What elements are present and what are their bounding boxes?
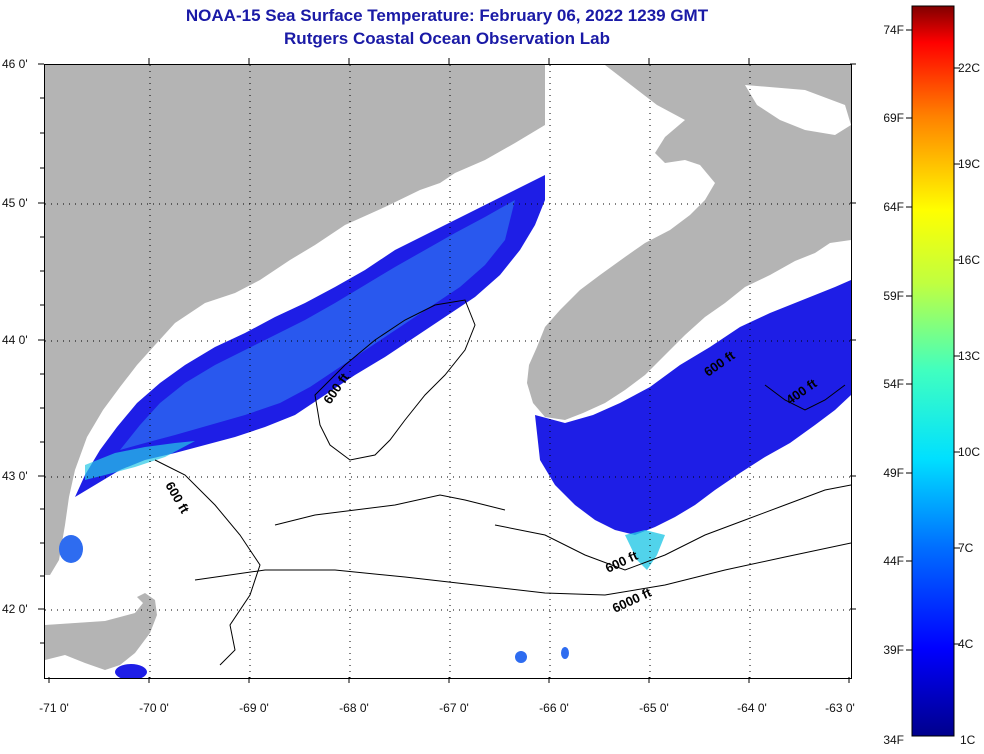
map-canvas: 600 ft 600 ft 600 ft 600 ft 400 ft 6000 … [45, 65, 851, 678]
map-subtitle: Rutgers Coastal Ocean Observation Lab [284, 29, 610, 48]
f-label-34: 34F [883, 733, 904, 747]
f-label-39: 39F [883, 643, 904, 657]
c-label-16: 16C [958, 253, 980, 267]
isobath-600ft-west [154, 459, 261, 666]
sst-scotian-warm [625, 530, 665, 570]
lat-label-44: 44 0' [2, 333, 28, 347]
colorbar-f-labels: 74F 69F 64F 59F 54F 49F 44F 39F 34F [883, 23, 904, 747]
sst-map: 600 ft 600 ft 600 ft 600 ft 400 ft 6000 … [44, 64, 852, 679]
bay-of-fundy [505, 125, 655, 315]
lon-label-70: -70 0' [139, 701, 169, 715]
c-label-19: 19C [958, 157, 980, 171]
isobath-600ft-east [494, 484, 851, 571]
land-maine-coast [45, 65, 545, 575]
c-label-1: 1C [960, 733, 976, 747]
c-label-4: 4C [958, 637, 974, 651]
f-label-59: 59F [883, 289, 904, 303]
map-title: NOAA-15 Sea Surface Temperature: Februar… [185, 6, 709, 25]
f-label-49: 49F [883, 466, 904, 480]
lon-label-67: -67 0' [439, 701, 469, 715]
lat-label-42: 42 0' [2, 602, 28, 616]
colorbar-c-labels: 22C 19C 16C 13C 10C 7C 4C 1C [958, 61, 980, 747]
axis-ticks [38, 58, 856, 683]
f-label-64: 64F [883, 200, 904, 214]
f-label-44: 44F [883, 554, 904, 568]
colorbar-scale [911, 5, 955, 737]
lon-label-66: -66 0' [539, 701, 569, 715]
lat-labels: 46 0' 45 0' 44 0' 43 0' 42 0' [2, 57, 28, 616]
isobath-600ft-georges [274, 494, 506, 526]
land-cape-cod [45, 593, 157, 670]
lat-label-43: 43 0' [2, 469, 28, 483]
lon-label-63: -63 0' [825, 701, 855, 715]
c-label-7: 7C [958, 541, 974, 555]
sst-patch-2 [115, 664, 147, 678]
lon-label-69: -69 0' [239, 701, 269, 715]
c-label-10: 10C [958, 445, 980, 459]
lon-label-71: -71 0' [39, 701, 69, 715]
sst-coastal-warm [85, 441, 195, 480]
lon-labels: -71 0' -70 0' -69 0' -68 0' -67 0' -66 0… [39, 701, 855, 715]
c-label-22: 22C [958, 61, 980, 75]
lon-label-65: -65 0' [639, 701, 669, 715]
inland-water [745, 85, 851, 135]
lon-label-68: -68 0' [339, 701, 369, 715]
isobath-6000ft [194, 542, 851, 596]
land-nova-scotia [527, 65, 851, 420]
sst-patch-1 [59, 535, 83, 563]
lat-label-45: 45 0' [2, 196, 28, 210]
c-label-13: 13C [958, 349, 980, 363]
isobath-400ft [764, 384, 846, 411]
isobath-600ft-basin [314, 299, 476, 461]
graticule [45, 65, 851, 678]
lon-label-64: -64 0' [737, 701, 767, 715]
f-label-69: 69F [883, 111, 904, 125]
lat-label-46: 46 0' [2, 57, 28, 71]
sst-gulf-of-maine-mid [120, 200, 515, 450]
sst-scotian-shelf [535, 280, 851, 535]
sst-patch-4 [561, 647, 569, 659]
f-label-74: 74F [883, 23, 904, 37]
sst-patch-3 [515, 651, 527, 663]
colorbar-ticks [906, 29, 960, 651]
f-label-54: 54F [883, 377, 904, 391]
